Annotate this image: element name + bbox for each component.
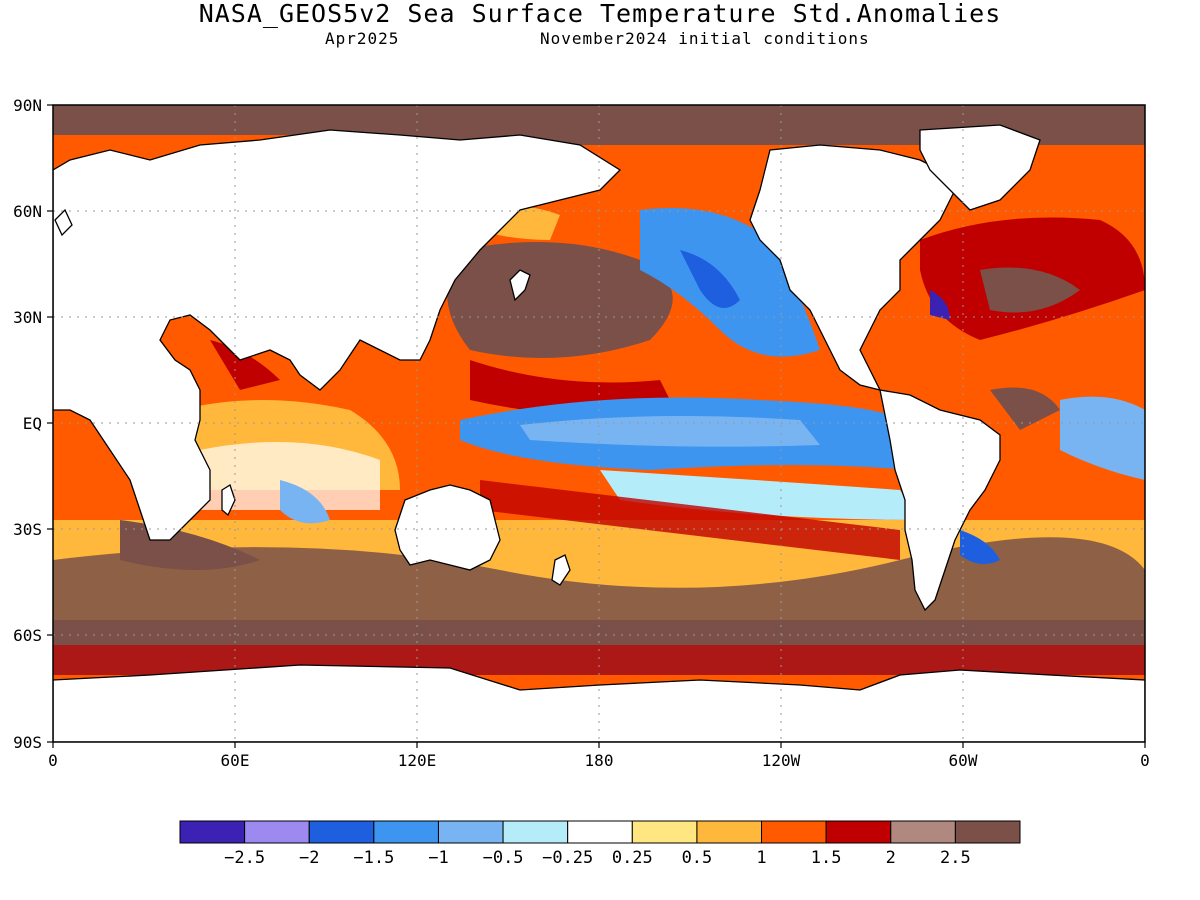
lon-label: 60W	[949, 751, 978, 770]
lon-label: 0	[1140, 751, 1150, 770]
land	[53, 124, 1145, 742]
graticule	[53, 105, 1145, 742]
forecast-month: Apr2025	[325, 29, 400, 48]
colorbar-label: 1	[756, 848, 766, 868]
colorbar-swatch	[567, 820, 633, 844]
colorbar-label: 0.25	[612, 848, 653, 868]
colorbar-label: −1	[428, 848, 448, 868]
colorbar-label: −2	[299, 848, 319, 868]
colorbar-swatch	[631, 820, 698, 844]
lat-label: 30S	[13, 520, 42, 539]
lat-label: EQ	[23, 414, 42, 433]
colorbar-label: 1.5	[811, 848, 842, 868]
initial-conditions: November2024 initial conditions	[540, 29, 870, 48]
colorbar-label: −0.5	[483, 848, 524, 868]
lon-label: 0	[48, 751, 58, 770]
lon-label: 120W	[762, 751, 801, 770]
colorbar: −2.5 −2 −1.5 −1 −0.5 −0.25 0.25 0.5 1 1.5 2 2.5	[179, 820, 1021, 868]
colorbar-label: 0.5	[682, 848, 713, 868]
colorbar-label: 2	[886, 848, 896, 868]
colorbar-swatch	[696, 820, 763, 844]
lat-label: 60N	[13, 202, 42, 221]
colorbar-swatch	[437, 820, 504, 844]
colorbar-label: −2.5	[224, 848, 265, 868]
colorbar-swatch	[308, 820, 375, 844]
colorbar-swatch	[502, 820, 569, 844]
colorbar-swatch	[244, 820, 310, 844]
lat-label: 90S	[13, 733, 42, 752]
lat-label: 90N	[13, 96, 42, 115]
chart-title: NASA_GEOS5v2 Sea Surface Temperature Std…	[198, 0, 1002, 28]
latitude-axis: 90N 60N 30N EQ 30S 60S 90S	[13, 96, 53, 752]
colorbar-swatch	[954, 820, 1021, 844]
lon-label: 120E	[398, 751, 437, 770]
lat-label: 60S	[13, 626, 42, 645]
lon-label: 60E	[221, 751, 250, 770]
colorbar-swatch	[825, 820, 892, 844]
colorbar-label: −0.25	[542, 848, 593, 868]
colorbar-label: −1.5	[353, 848, 394, 868]
longitude-axis: 0 60E 120E 180 120W 60W 0	[48, 742, 1150, 770]
colorbar-swatch	[890, 820, 956, 844]
colorbar-swatch	[373, 820, 439, 844]
colorbar-swatch	[179, 820, 246, 844]
lat-label: 30N	[13, 308, 42, 327]
lon-label: 180	[585, 751, 614, 770]
colorbar-label: 2.5	[940, 848, 971, 868]
colorbar-swatch	[761, 820, 827, 844]
